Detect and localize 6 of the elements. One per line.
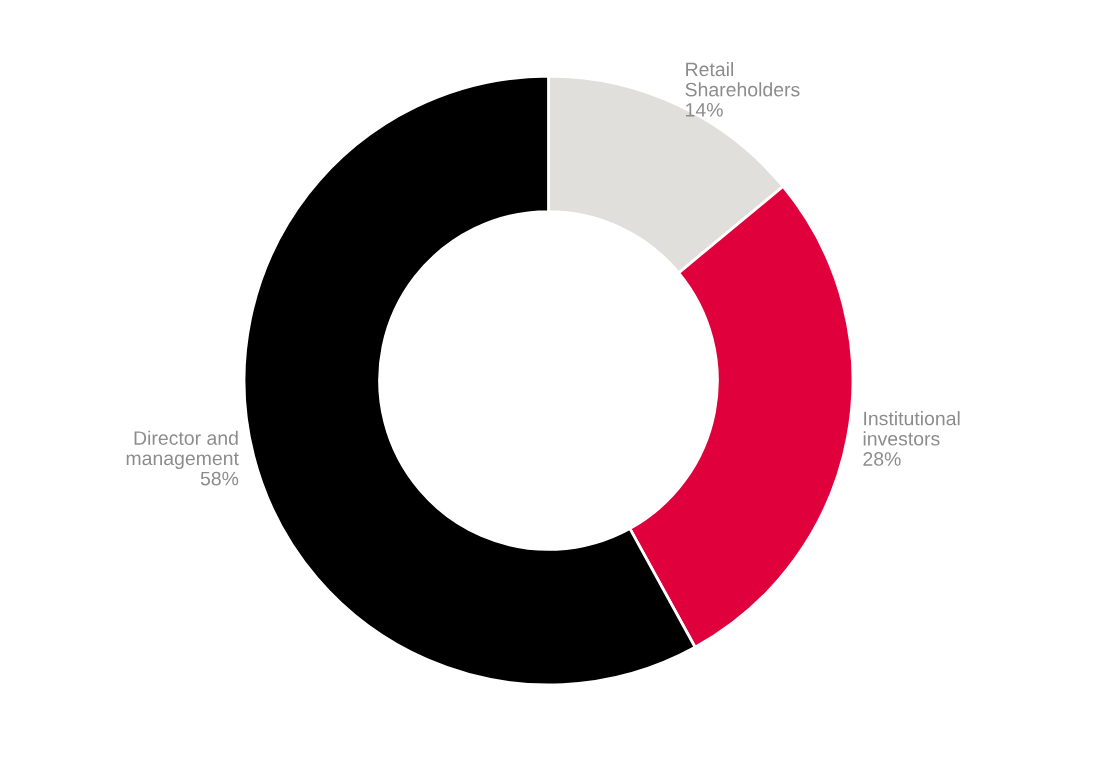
slice-label: Retail Shareholders [685, 62, 800, 97]
data-label: 28% [863, 452, 901, 466]
data-label: 58% [200, 471, 239, 486]
data-label: 14% [686, 103, 723, 117]
slice-label: Institutional investors [863, 411, 960, 446]
slice-label: Director and management [126, 430, 239, 470]
